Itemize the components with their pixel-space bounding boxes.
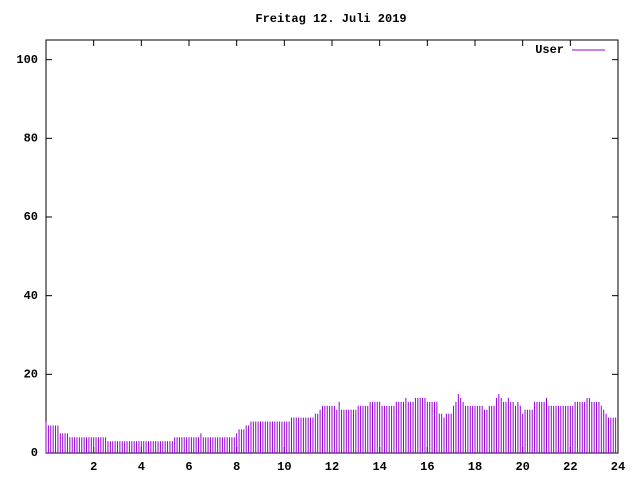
- x-tick-label: 20: [515, 460, 529, 474]
- x-tick-label: 24: [611, 460, 625, 474]
- y-tick-label: 0: [31, 446, 38, 460]
- x-tick-label: 6: [185, 460, 192, 474]
- x-tick-label: 8: [233, 460, 240, 474]
- chart-title: Freitag 12. Juli 2019: [255, 12, 406, 26]
- y-tick-label: 80: [24, 132, 38, 146]
- y-tick-label: 20: [24, 368, 38, 382]
- x-tick-label: 4: [138, 460, 145, 474]
- x-tick-label: 22: [563, 460, 577, 474]
- legend-label: User: [535, 43, 564, 57]
- x-tick-label: 10: [277, 460, 291, 474]
- y-tick-label: 40: [24, 289, 38, 303]
- x-tick-label: 12: [325, 460, 339, 474]
- x-tick-label: 2: [90, 460, 97, 474]
- x-tick-label: 14: [372, 460, 386, 474]
- y-tick-label: 60: [24, 210, 38, 224]
- y-tick-label: 100: [16, 53, 38, 67]
- x-tick-label: 18: [468, 460, 482, 474]
- x-tick-label: 16: [420, 460, 434, 474]
